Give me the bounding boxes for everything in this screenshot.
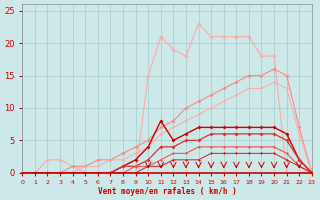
X-axis label: Vent moyen/en rafales ( km/h ): Vent moyen/en rafales ( km/h ) <box>98 187 236 196</box>
